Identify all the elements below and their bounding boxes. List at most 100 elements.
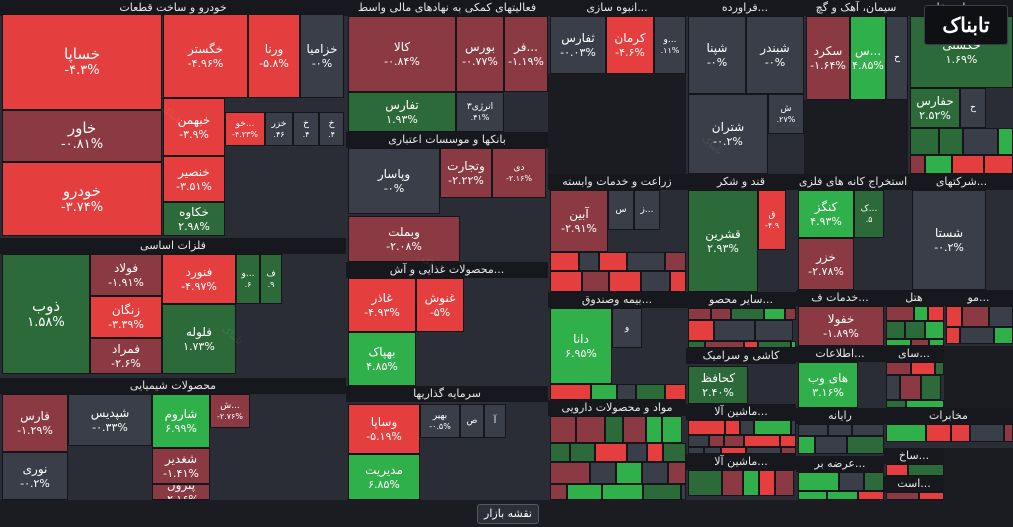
stock-tile-small[interactable] xyxy=(970,424,1004,442)
stock-tile[interactable]: تفارس ۱.۹۳% xyxy=(348,92,456,132)
stock-tile-small[interactable] xyxy=(998,128,1013,155)
stock-tile-small[interactable] xyxy=(994,327,1013,344)
sector-title[interactable]: خدمات ف... xyxy=(796,290,884,306)
sector-title[interactable]: مو... xyxy=(944,290,1013,306)
stock-tile[interactable]: فولاد -۱.۹۱% xyxy=(90,254,162,296)
sector-title[interactable]: خودرو و ساخت قطعات xyxy=(0,0,346,16)
stock-tile-small[interactable] xyxy=(963,128,998,155)
sector-title[interactable]: ماشین آلا... xyxy=(686,404,796,420)
stock-tile[interactable]: ک... .۵ xyxy=(854,190,884,238)
stock-tile-small[interactable] xyxy=(570,443,595,462)
stock-tile-small[interactable] xyxy=(688,435,709,447)
stock-tile[interactable]: آ xyxy=(484,404,506,438)
stock-tile-small[interactable] xyxy=(688,420,725,435)
stock-tile-small[interactable] xyxy=(946,306,962,327)
stock-tile-small[interactable] xyxy=(643,484,681,500)
stock-tile-small[interactable] xyxy=(886,321,905,339)
stock-tile-small[interactable] xyxy=(935,362,944,375)
stock-tile-small[interactable] xyxy=(925,155,952,174)
stock-tile[interactable]: آبین -۲.۹۱% xyxy=(550,190,608,252)
stock-tile-small[interactable] xyxy=(900,375,921,400)
stock-tile[interactable]: خنصیر -۳.۵۱% xyxy=(163,156,225,202)
sector-title[interactable]: ساخ... xyxy=(884,448,944,464)
stock-tile-small[interactable] xyxy=(590,462,616,484)
stock-tile[interactable]: فنورد -۴.۹۷% xyxy=(162,254,236,304)
stock-tile-small[interactable] xyxy=(595,443,627,462)
stock-tile[interactable]: پترول -۲.۱۶% xyxy=(152,484,210,500)
stock-tile-small[interactable] xyxy=(740,420,754,435)
stock-tile[interactable]: ف .۹ xyxy=(260,254,282,304)
stock-tile[interactable]: وبملت -۲.۰۸% xyxy=(348,216,460,262)
stock-tile[interactable]: وساپا -۵.۱۹% xyxy=(348,404,420,454)
stock-tile[interactable]: ق -۴.۹ xyxy=(758,190,786,250)
stock-tile-small[interactable] xyxy=(670,271,686,292)
stock-tile-small[interactable] xyxy=(827,491,858,500)
stock-tile-small[interactable] xyxy=(711,308,731,320)
stock-tile-small[interactable] xyxy=(681,484,686,500)
stock-tile-small[interactable] xyxy=(668,462,686,484)
sector-title[interactable]: سرمایه گذاریها xyxy=(346,386,548,402)
stock-tile-small[interactable] xyxy=(906,400,944,408)
stock-tile[interactable]: خگستر -۴.۹۶% xyxy=(163,14,248,98)
stock-tile[interactable]: و... .۶ xyxy=(236,254,260,304)
stock-tile[interactable]: خفولا -۱.۸۹% xyxy=(798,306,884,346)
stock-tile-small[interactable] xyxy=(743,470,759,496)
stock-tile-small[interactable] xyxy=(688,447,704,454)
stock-tile-small[interactable] xyxy=(627,443,647,462)
stock-tile-small[interactable] xyxy=(775,470,794,496)
stock-tile-small[interactable] xyxy=(908,464,944,476)
stock-tile-small[interactable] xyxy=(847,436,884,454)
stock-tile[interactable]: حفارس ۲.۵۲% xyxy=(910,88,960,128)
stock-tile[interactable]: فلوله ۱.۷۳% xyxy=(162,304,236,374)
stock-tile-small[interactable] xyxy=(989,306,1013,327)
stock-tile[interactable]: کحافظ ۲.۴۰% xyxy=(688,366,748,404)
stock-tile[interactable]: خزر -۲.۷۸% xyxy=(798,238,854,290)
stock-tile[interactable]: ص xyxy=(460,404,484,438)
stock-tile[interactable]: نوری -۰.۲% xyxy=(2,452,68,500)
stock-tile[interactable]: شپدیس -۰.۳۳% xyxy=(68,394,152,446)
stock-tile-small[interactable] xyxy=(550,271,582,292)
stock-tile-small[interactable] xyxy=(724,435,744,447)
stock-tile-small[interactable] xyxy=(725,420,740,435)
stock-tile[interactable]: ورنا -۵.۸% xyxy=(248,14,300,98)
sector-title[interactable]: انبوه سازی... xyxy=(548,0,686,16)
stock-tile-small[interactable] xyxy=(798,491,827,500)
stock-tile-small[interactable] xyxy=(798,472,839,491)
stock-tile-small[interactable] xyxy=(852,424,884,436)
stock-tile-small[interactable] xyxy=(921,375,941,400)
stock-tile[interactable]: شپنا -۰% xyxy=(688,16,746,94)
stock-tile-small[interactable] xyxy=(911,362,935,375)
stock-tile-small[interactable] xyxy=(925,321,944,339)
stock-tile-small[interactable] xyxy=(764,308,785,320)
stock-tile-small[interactable] xyxy=(962,306,989,327)
stock-tile-small[interactable] xyxy=(746,447,781,454)
sector-title[interactable]: قند و شکر xyxy=(686,174,796,190)
stock-tile-small[interactable] xyxy=(641,271,670,292)
stock-tile[interactable]: ش... -۲.۷۶% xyxy=(210,394,250,428)
sector-title[interactable]: مواد و محصولات دارویی xyxy=(548,400,686,416)
stock-tile[interactable]: شبندر -۰% xyxy=(746,16,804,94)
stock-tile-small[interactable] xyxy=(960,327,994,344)
sector-title[interactable]: زراعت و خدمات وابسته xyxy=(548,174,686,190)
stock-tile-small[interactable] xyxy=(951,424,970,442)
stock-tile-small[interactable] xyxy=(744,341,758,348)
stock-tile-small[interactable] xyxy=(705,341,744,348)
stock-tile-small[interactable] xyxy=(791,420,796,435)
stock-tile[interactable]: بهیر -۰.۵% xyxy=(420,404,460,438)
stock-tile[interactable]: شاروم ۶.۹۹% xyxy=(152,394,210,448)
stock-tile-small[interactable] xyxy=(722,470,743,496)
stock-tile-small[interactable] xyxy=(579,252,599,271)
stock-tile-small[interactable] xyxy=(550,252,579,271)
stock-tile-small[interactable] xyxy=(785,308,796,320)
stock-tile[interactable]: خودرو -۳.۷۴% xyxy=(2,162,162,236)
stock-tile[interactable]: فارس -۱.۲۹% xyxy=(2,394,68,452)
stock-tile[interactable]: غاذر -۴.۹۳% xyxy=(348,278,416,332)
stock-tile[interactable]: خ .۴ xyxy=(293,112,319,146)
stock-tile-small[interactable] xyxy=(864,472,884,491)
stock-tile-small[interactable] xyxy=(646,416,662,443)
stock-tile-small[interactable] xyxy=(602,484,643,500)
stock-tile-small[interactable] xyxy=(721,447,746,454)
sector-title[interactable]: رایانه xyxy=(796,408,884,424)
sector-title[interactable]: استخراج کانه های فلزی xyxy=(796,174,910,190)
stock-tile-small[interactable] xyxy=(709,435,724,447)
